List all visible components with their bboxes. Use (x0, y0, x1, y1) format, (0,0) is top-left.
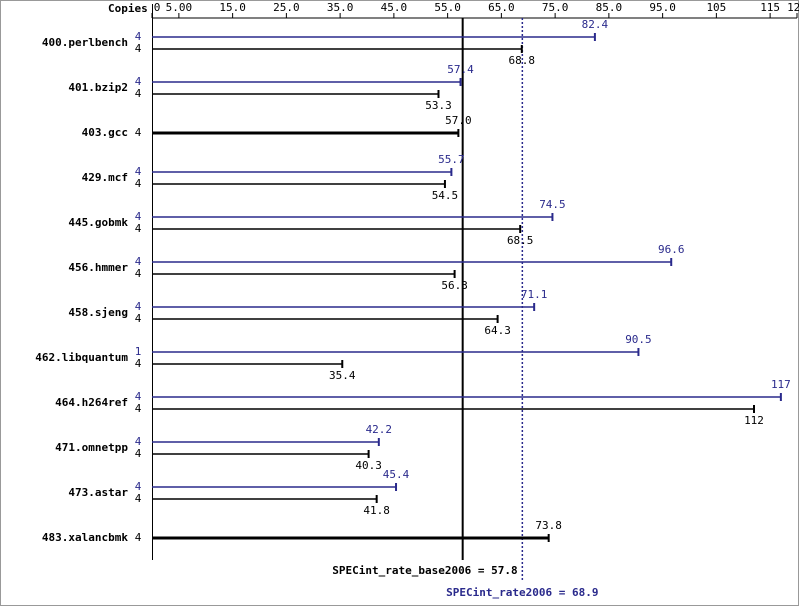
value-label: 64.3 (484, 324, 511, 337)
reference-label: SPECint_rate2006 = 68.9 (446, 586, 598, 599)
benchmark-name: 456.hmmer (68, 261, 128, 274)
copies: 4 (135, 87, 142, 100)
value-label: 90.5 (625, 333, 652, 346)
copies: 4 (135, 222, 142, 235)
copies: 4 (135, 300, 142, 313)
copies: 4 (135, 480, 142, 493)
benchmark-name: 471.omnetpp (55, 441, 128, 454)
copies: 4 (135, 177, 142, 190)
value-label: 96.6 (658, 243, 685, 256)
copies: 1 (135, 345, 142, 358)
copies: 4 (135, 255, 142, 268)
copies: 4 (135, 357, 142, 370)
x-tick-label: 15.0 (219, 1, 246, 14)
copies: 4 (135, 447, 142, 460)
value-label: 68.5 (507, 234, 534, 247)
value-label: 56.3 (441, 279, 468, 292)
value-label: 45.4 (383, 468, 410, 481)
value-label: 35.4 (329, 369, 356, 382)
benchmark-name: 464.h264ref (55, 396, 128, 409)
copies: 4 (135, 210, 142, 223)
benchmark-name: 401.bzip2 (68, 81, 128, 94)
benchmark-name: 458.sjeng (68, 306, 128, 319)
copies: 4 (135, 492, 142, 505)
copies: 4 (135, 75, 142, 88)
value-label: 68.8 (509, 54, 536, 67)
value-label: 74.5 (539, 198, 566, 211)
x-tick-label: 120 (787, 1, 799, 14)
reference-label: SPECint_rate_base2006 = 57.8 (332, 564, 517, 577)
copies: 4 (135, 312, 142, 325)
value-label: 42.2 (366, 423, 393, 436)
value-label: 82.4 (582, 18, 609, 31)
benchmark-name: 429.mcf (82, 171, 128, 184)
value-label: 55.7 (438, 153, 465, 166)
benchmark-name: 462.libquantum (35, 351, 128, 364)
benchmark-name: 403.gcc (82, 126, 128, 139)
x-tick-label: 5.00 (166, 1, 193, 14)
benchmark-name: 473.astar (68, 486, 128, 499)
value-label: 57.4 (447, 63, 474, 76)
copies: 4 (135, 267, 142, 280)
copies: 4 (135, 126, 142, 139)
x-tick-label: 0 (154, 1, 161, 14)
value-label: 54.5 (432, 189, 459, 202)
x-tick-label: 85.0 (596, 1, 623, 14)
x-tick-label: 55.0 (434, 1, 461, 14)
benchmark-name: 483.xalancbmk (42, 531, 128, 544)
value-label: 40.3 (355, 459, 382, 472)
value-label: 112 (744, 414, 764, 427)
copies: 4 (135, 531, 142, 544)
value-label: 71.1 (521, 288, 548, 301)
copies: 4 (135, 30, 142, 43)
x-tick-label: 115 (760, 1, 780, 14)
value-label: 41.8 (363, 504, 390, 517)
value-label: 57.0 (445, 114, 472, 127)
value-label: 73.8 (535, 519, 562, 532)
copies: 4 (135, 390, 142, 403)
value-label: 117 (771, 378, 791, 391)
benchmark-name: 445.gobmk (68, 216, 128, 229)
x-tick-label: 45.0 (381, 1, 408, 14)
copies: 4 (135, 165, 142, 178)
x-tick-label: 25.0 (273, 1, 300, 14)
benchmark-name: 400.perlbench (42, 36, 128, 49)
copies: 4 (135, 402, 142, 415)
copies: 4 (135, 435, 142, 448)
x-tick-label: 35.0 (327, 1, 354, 14)
x-tick-label: 105 (706, 1, 726, 14)
x-tick-label: 95.0 (649, 1, 676, 14)
x-tick-label: 65.0 (488, 1, 515, 14)
x-tick-label: 75.0 (542, 1, 569, 14)
copies-header: Copies (108, 2, 148, 15)
copies: 4 (135, 42, 142, 55)
value-label: 53.3 (425, 99, 452, 112)
